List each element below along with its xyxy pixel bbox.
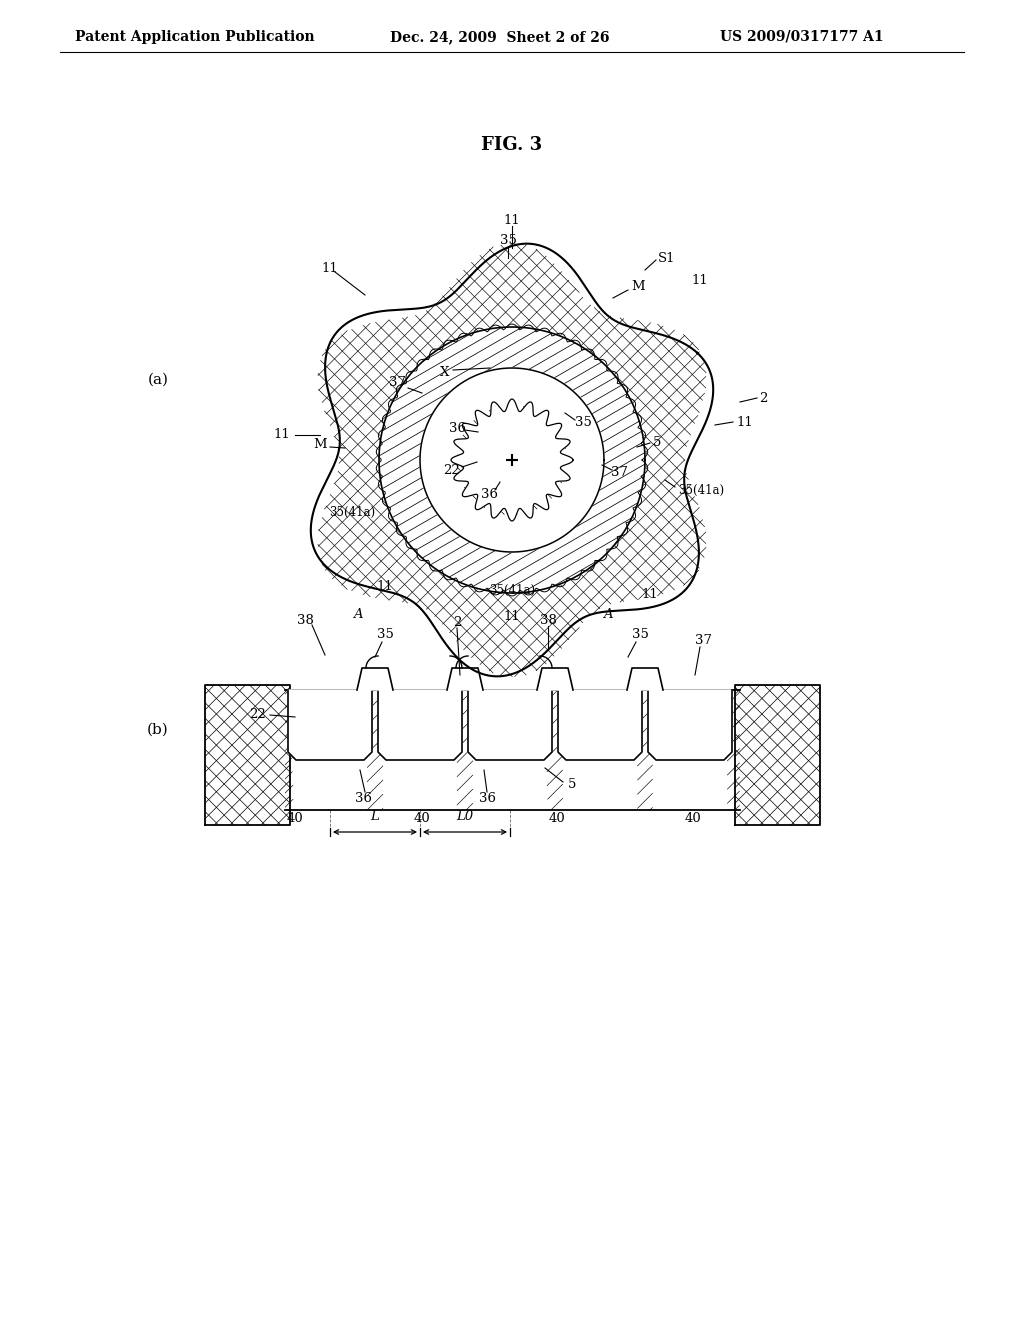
Text: 37: 37 — [611, 466, 629, 479]
Text: 11: 11 — [642, 589, 658, 602]
Text: 36: 36 — [478, 792, 496, 804]
Text: (b): (b) — [147, 723, 169, 737]
Polygon shape — [288, 690, 372, 760]
Text: 40: 40 — [685, 812, 701, 825]
Text: A: A — [603, 609, 612, 622]
Text: 35(41a): 35(41a) — [329, 506, 375, 519]
Polygon shape — [558, 690, 642, 760]
Text: 5: 5 — [568, 779, 577, 792]
Text: X: X — [440, 366, 450, 379]
Text: Patent Application Publication: Patent Application Publication — [75, 30, 314, 44]
Polygon shape — [357, 668, 393, 690]
Text: 35(41a): 35(41a) — [488, 583, 536, 597]
Text: 38: 38 — [540, 614, 556, 627]
Text: (a): (a) — [147, 374, 169, 387]
Polygon shape — [311, 244, 713, 676]
Text: 11: 11 — [377, 581, 393, 594]
Text: 11: 11 — [322, 261, 338, 275]
Text: FIG. 3: FIG. 3 — [481, 136, 543, 154]
Text: 22: 22 — [250, 709, 266, 722]
Text: 11: 11 — [691, 273, 709, 286]
Polygon shape — [420, 368, 604, 552]
Text: A: A — [353, 609, 362, 622]
Text: M: M — [631, 281, 645, 293]
Text: 35(41a): 35(41a) — [678, 483, 724, 496]
Polygon shape — [378, 690, 462, 760]
Text: 40: 40 — [287, 812, 303, 825]
Text: 5: 5 — [653, 437, 662, 450]
Text: 35: 35 — [574, 416, 592, 429]
Text: 2: 2 — [453, 615, 461, 628]
Text: 37: 37 — [694, 634, 712, 647]
Text: US 2009/0317177 A1: US 2009/0317177 A1 — [720, 30, 884, 44]
Text: 36: 36 — [449, 421, 466, 434]
Text: 36: 36 — [481, 488, 499, 502]
Text: S1: S1 — [658, 252, 676, 264]
Text: 36: 36 — [354, 792, 372, 804]
Text: 11: 11 — [736, 416, 754, 429]
Text: 35: 35 — [632, 628, 648, 642]
Polygon shape — [447, 668, 483, 690]
Polygon shape — [627, 668, 663, 690]
Text: 2: 2 — [759, 392, 767, 404]
Text: 35: 35 — [500, 234, 516, 247]
Text: 37: 37 — [388, 376, 406, 389]
Polygon shape — [379, 327, 645, 593]
Polygon shape — [452, 399, 573, 521]
Polygon shape — [648, 690, 732, 760]
Text: 38: 38 — [297, 614, 313, 627]
Text: 11: 11 — [273, 429, 291, 441]
Text: 35: 35 — [377, 628, 393, 642]
Text: 11: 11 — [504, 214, 520, 227]
Text: 11: 11 — [504, 610, 520, 623]
Text: 40: 40 — [414, 812, 430, 825]
Text: L: L — [371, 810, 379, 822]
Polygon shape — [468, 690, 552, 760]
Text: 40: 40 — [549, 812, 565, 825]
Text: M: M — [313, 438, 327, 451]
Text: 22: 22 — [443, 463, 461, 477]
Text: Dec. 24, 2009  Sheet 2 of 26: Dec. 24, 2009 Sheet 2 of 26 — [390, 30, 609, 44]
Text: L0: L0 — [457, 810, 473, 822]
Polygon shape — [537, 668, 573, 690]
